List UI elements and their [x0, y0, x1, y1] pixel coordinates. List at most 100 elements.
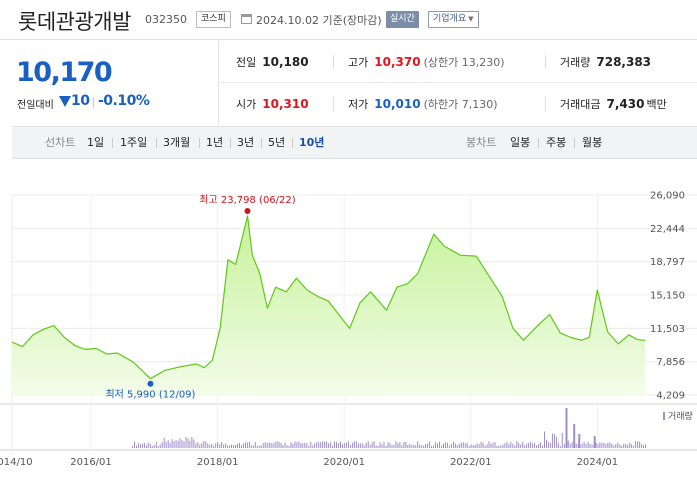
volume-bar	[387, 442, 389, 448]
low-price: 저가 10,010 (하한가 7,130)	[348, 83, 498, 125]
volume-bar	[613, 445, 615, 448]
divider	[230, 138, 231, 148]
volume-bar	[599, 442, 601, 448]
volume-bar	[369, 444, 371, 448]
volume-bar	[629, 442, 631, 448]
high-label: 고가	[348, 56, 369, 69]
volume-legend-label: 거래량	[668, 410, 693, 422]
volume-bar	[239, 443, 240, 448]
volume-bar	[229, 445, 231, 448]
chevron-down-icon: ▼	[468, 15, 474, 23]
trade-value-label: 거래대금	[560, 98, 601, 111]
volume-bar	[393, 444, 395, 448]
realtime-button[interactable]: 실시간	[386, 11, 419, 28]
volume-bar	[381, 444, 383, 448]
volume-bar	[159, 444, 161, 448]
volume-bar	[621, 445, 623, 448]
volume-bar	[353, 441, 355, 448]
volume-bar	[256, 445, 258, 448]
price-area	[12, 215, 645, 395]
divider	[292, 138, 293, 148]
volume-bar	[373, 441, 375, 448]
period-1y[interactable]: 1년	[206, 136, 224, 149]
volume-bar	[391, 445, 393, 448]
volume-bar	[189, 440, 191, 448]
volume-bar	[143, 442, 145, 448]
volume-bar	[355, 441, 357, 448]
volume-bar	[565, 408, 568, 448]
volume-bar	[223, 444, 225, 448]
current-price: 10,170	[16, 57, 113, 88]
volume-bar	[145, 445, 147, 448]
low-value: 10,010	[374, 97, 421, 111]
stock-header: 롯데관광개발 032350 코스피 2024.10.02 기준(장마감) 실시간…	[0, 0, 697, 40]
high-marker	[244, 207, 251, 214]
volume-bar	[474, 445, 476, 448]
volume-bar	[153, 445, 155, 448]
y-tick-label: 7,856	[656, 357, 685, 368]
volume-bar	[280, 443, 282, 448]
volume-bar	[211, 444, 213, 448]
volume-bar	[496, 446, 498, 448]
period-3m[interactable]: 3개월	[163, 136, 191, 149]
volume-bar	[270, 442, 272, 448]
volume-bar	[399, 441, 401, 448]
candle-monthly[interactable]: 월봉	[582, 136, 603, 149]
volume-bar	[274, 441, 276, 448]
volume-bar	[631, 444, 633, 448]
volume-bar	[304, 442, 306, 448]
company-overview-button[interactable]: 기업개요 ▼	[428, 11, 479, 28]
volume-bar	[240, 445, 242, 448]
volume-bar	[551, 433, 553, 448]
volume-bar	[290, 442, 292, 448]
candle-daily[interactable]: 일봉	[510, 136, 531, 149]
candle-weekly[interactable]: 주봉	[546, 136, 567, 149]
volume-bar	[633, 445, 635, 448]
high-price: 고가 10,370 (상한가 13,230)	[348, 41, 505, 83]
volume-bar	[637, 441, 639, 448]
volume-bar	[595, 442, 597, 448]
volume-bar	[603, 442, 605, 448]
volume-bar	[468, 445, 470, 448]
volume-value: 728,383	[596, 55, 652, 69]
period-1w[interactable]: 1주일	[120, 136, 148, 149]
price-chart[interactable]: 26,090 22,444 18,797 15,150 11,503 7,856 4,209…	[0, 180, 697, 477]
volume-bar	[244, 442, 246, 448]
volume-bar	[464, 443, 466, 448]
volume-bar	[444, 442, 446, 448]
high-value: 10,370	[374, 55, 421, 69]
volume-bar	[456, 445, 458, 448]
volume-bar	[383, 442, 385, 448]
volume-bar	[425, 444, 427, 448]
period-3y[interactable]: 3년	[237, 136, 255, 149]
period-1d[interactable]: 1일	[87, 136, 105, 149]
period-5y[interactable]: 5년	[268, 136, 286, 149]
volume-bar	[639, 441, 641, 448]
base-date: 2024.10.02 기준(장마감)	[256, 14, 382, 27]
volume-bar	[306, 443, 308, 448]
volume-bar	[593, 436, 596, 448]
volume-bar	[484, 445, 486, 448]
volume-bar	[155, 441, 157, 448]
volume-bar	[288, 445, 290, 448]
quote-row: 전일 10,180 고가 10,370 (상한가 13,230) 거래량 728,383	[220, 41, 697, 83]
volume-bar	[336, 441, 337, 448]
volume-bar	[553, 434, 555, 448]
volume-bar	[597, 444, 599, 448]
volume-bar	[544, 431, 545, 448]
company-overview-label: 기업개요	[433, 14, 467, 24]
period-10y[interactable]: 10년	[299, 136, 325, 149]
volume-bar	[248, 441, 250, 448]
volume-bar	[490, 443, 492, 448]
volume-bar	[197, 442, 199, 448]
volume-bar	[213, 445, 215, 448]
volume-bar	[328, 443, 330, 448]
quote-row: 시가 10,310 저가 10,010 (하한가 7,130) 거래대금 7,430 백만	[220, 83, 697, 125]
change-percent: -0.10%	[98, 93, 150, 109]
volume-bar	[342, 444, 343, 448]
volume-bar	[177, 440, 179, 448]
volume-bar	[439, 441, 440, 448]
volume-bar	[231, 444, 232, 448]
trade-value-amount: 7,430	[606, 97, 645, 111]
volume-bar	[326, 441, 328, 448]
